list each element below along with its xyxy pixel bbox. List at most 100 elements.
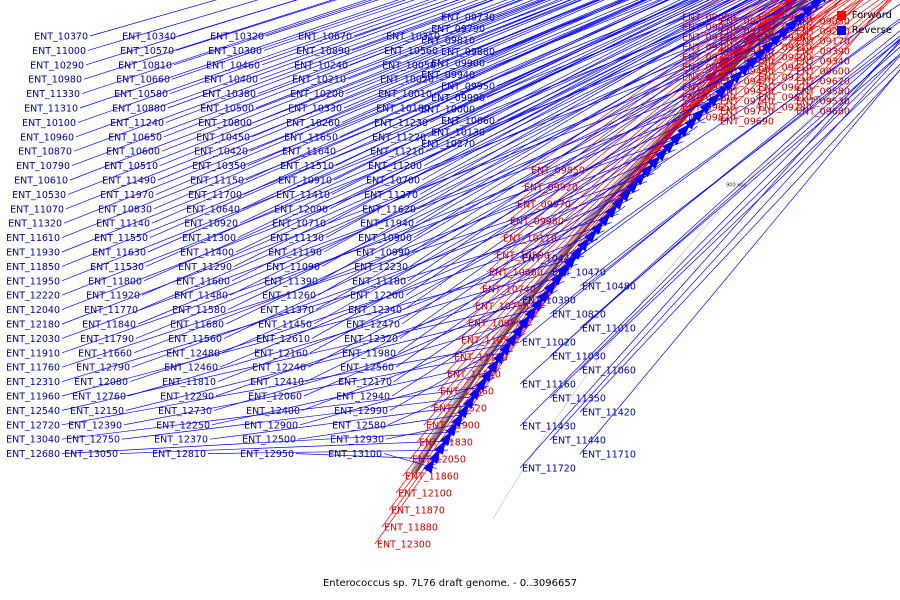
gene-arrow [428, 449, 441, 464]
gene-label: ENT_10270 [421, 139, 475, 150]
leader-line [793, 0, 890, 82]
gene-ent_09600: ENT_09600 [793, 0, 886, 78]
gene-label: ENT_11130 [270, 233, 324, 244]
gene-arrow [647, 155, 661, 170]
gene-ent_10390: ENT_10390 [519, 18, 900, 307]
leader-line [309, 157, 669, 354]
leader-line [399, 125, 699, 339]
gene-ent_11940: ENT_11940 [360, 0, 784, 230]
gene-label: ENT_10710 [272, 219, 326, 230]
gene-ent_09810: ENT_09810 [421, 0, 582, 47]
gene-label: ENT_09810 [421, 36, 475, 47]
gene-label: ENT_12580 [332, 420, 386, 431]
leader-line [171, 0, 407, 80]
gene-ent_10300: ENT_10300 [208, 0, 415, 57]
gene-label: ENT_10960 [20, 132, 74, 143]
gene-label: ENT_11760 [6, 363, 60, 374]
gene-label: ENT_12240 [252, 363, 306, 374]
leader-line [793, 0, 886, 72]
gene-label: ENT_11180 [352, 276, 406, 287]
gene-label: ENT_11680 [170, 320, 224, 331]
gene-label: ENT_12390 [68, 420, 122, 431]
leader-line [239, 0, 710, 224]
gene-label: ENT_12680 [6, 449, 60, 460]
leader-line [235, 0, 753, 253]
leader-line [299, 368, 501, 426]
gene-label: ENT_11660 [78, 348, 132, 359]
gene-label: ENT_10680 [489, 268, 543, 279]
gene-ent_12810: ENT_12810 [152, 439, 449, 460]
gene-arrow [654, 147, 669, 162]
leader-line [345, 0, 577, 94]
gene-ent_12080: ENT_12080 [74, 212, 612, 388]
gene-ent_10530: ENT_10530 [12, 0, 572, 201]
gene-label: ENT_09530 [796, 97, 850, 108]
gene-arrow [577, 237, 591, 252]
gene-label: ENT_10880 [112, 104, 166, 115]
gene-ent_12500: ENT_12500 [242, 403, 471, 446]
gene-ent_10980: ENT_10980 [28, 0, 334, 86]
gene-arrow [684, 115, 699, 130]
leader-line [401, 87, 736, 325]
gene-label: ENT_12370 [154, 435, 208, 446]
gene-arrow [439, 430, 452, 446]
gene-label: ENT_11550 [94, 233, 148, 244]
gene-label: ENT_10470 [552, 268, 606, 279]
gene-ent_09530: ENT_09530 [793, 0, 892, 108]
gene-label: ENT_10560 [384, 46, 438, 57]
gene-arrow [757, 19, 772, 33]
leader-line [157, 0, 596, 181]
gene-arrow [714, 84, 729, 99]
leader-line [305, 238, 598, 382]
leader-line [145, 0, 754, 267]
gene-label: ENT_11320 [8, 219, 62, 230]
gene-label: ENT_12610 [256, 334, 310, 345]
gene-ent_11060: ENT_11060 [579, 64, 900, 377]
leader-line [129, 222, 612, 382]
gene-arrow [557, 262, 570, 277]
gene-ent_12470: ENT_12470 [346, 77, 737, 331]
gene-ent_11140: ENT_11140 [96, 0, 670, 230]
gene-ent_10260: ENT_10260 [286, 0, 623, 129]
gene-label: ENT_12170 [338, 377, 392, 388]
leader-line [213, 315, 539, 411]
gene-arrow [677, 123, 691, 138]
gene-ent_11710: ENT_11710 [579, 69, 900, 461]
gene-label: ENT_12750 [66, 435, 120, 446]
gene-ent_12090: ENT_12090 [274, 0, 732, 215]
gene-label: ENT_11140 [96, 219, 150, 230]
gene-ent_11020: ENT_11020 [519, 30, 900, 349]
gene-label: ENT_11960 [6, 392, 60, 403]
gene-label: ENT_11940 [360, 219, 414, 230]
gene-label: ENT_11440 [552, 436, 606, 447]
gene-ent_10610: ENT_10610 [14, 0, 544, 187]
leader-line [347, 0, 552, 80]
gene-ent_12680: ENT_12680 [6, 421, 460, 460]
gene-ent_11790: ENT_11790 [80, 92, 721, 345]
gene-ent_10350: ENT_10350 [192, 0, 627, 172]
gene-label: ENT_09580 [796, 87, 850, 98]
gene-label: ENT_09130 [682, 33, 736, 44]
gene-label: ENT_09920 [524, 183, 578, 194]
gene-ent_11930: ENT_11930 [6, 0, 694, 259]
gene-label: ENT_10900 [358, 233, 412, 244]
gene-ent_11030: ENT_11030 [549, 46, 900, 363]
leader-line [61, 431, 460, 454]
gene-ent_09340: ENT_09340 [793, 0, 880, 68]
leader-line [143, 0, 787, 282]
leader-line [153, 0, 645, 210]
gene-label: ENT_10800 [198, 118, 252, 129]
gene-label: ENT_11330 [26, 89, 80, 100]
gene-label: ENT_10100 [22, 118, 76, 129]
leader-line [61, 341, 520, 426]
leader-line [415, 0, 784, 224]
gene-ent_09900: ENT_09900 [431, 0, 639, 70]
gene-label: ENT_11420 [582, 408, 636, 419]
gene-ent_11810: ENT_11810 [162, 220, 605, 388]
gene-ent_11760: ENT_11760 [6, 163, 654, 374]
leader-line [237, 0, 731, 238]
gene-label: ENT_11450 [258, 320, 312, 331]
gene-label: ENT_09600 [796, 67, 850, 78]
gene-ent_12390: ENT_12390 [68, 340, 514, 431]
gene-arrow [584, 228, 598, 243]
